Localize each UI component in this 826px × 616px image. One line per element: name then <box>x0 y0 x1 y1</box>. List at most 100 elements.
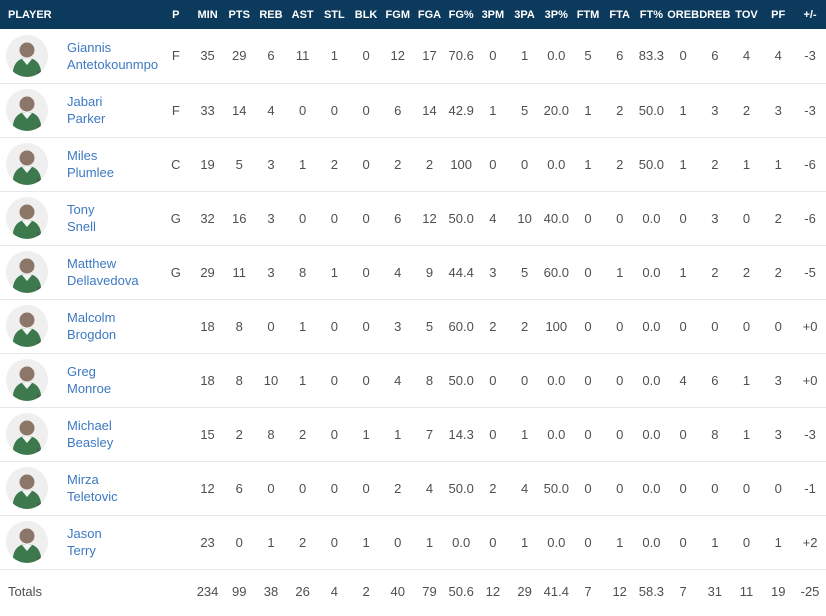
player-name-link[interactable]: Giannis Antetokounmpo <box>67 39 158 73</box>
player-name-link[interactable]: Tony Snell <box>67 201 96 235</box>
player-last-name: Parker <box>67 111 106 126</box>
stat-cell-fta: 2 <box>603 137 636 192</box>
player-headshot-icon[interactable] <box>6 197 48 239</box>
column-header-oreb: OREB <box>667 8 699 21</box>
totals-label: Totals <box>8 584 42 600</box>
stat-cell-ftm: 0 <box>572 515 604 570</box>
stat-cell-fga: 4 <box>413 461 446 516</box>
player-row: Jason Terry 23 0 1 2 0 1 0 1 0.0 0 1 0.0 0 1 0.0 0 1 0 1 +2 <box>0 515 826 570</box>
player-name-link[interactable]: Michael Beasley <box>67 417 113 451</box>
column-header-ftm: FTM <box>576 8 600 21</box>
stat-cell-3pa: 5 <box>508 245 541 300</box>
stat-cell-fga: 7 <box>413 407 446 462</box>
stat-cell-fgm: 4 <box>381 353 414 408</box>
player-name-link[interactable]: Mirza Teletovic <box>67 471 118 505</box>
stat-cell-ft: 50.0 <box>635 83 668 138</box>
column-header-reb: REB <box>259 8 283 21</box>
stat-cell-3pm: 0 <box>477 515 509 570</box>
stat-cell-pf: 3 <box>762 407 795 462</box>
stat-cell-reb: 6 <box>255 29 287 84</box>
column-header-fg: FG% <box>448 8 474 21</box>
player-headshot-icon[interactable] <box>6 143 48 185</box>
stat-cell-fgm: 2 <box>381 461 414 516</box>
player-headshot-icon[interactable] <box>6 305 48 347</box>
stat-cell-ft: 0.0 <box>635 191 668 246</box>
player-name-link[interactable]: Matthew Dellavedova <box>67 255 139 289</box>
stat-cell-3p: 60.0 <box>540 245 573 300</box>
stat-cell-3pa: 1 <box>508 515 541 570</box>
player-row: Mirza Teletovic 12 6 0 0 0 0 2 4 50.0 2 4 50.0 0 0 0.0 0 0… <box>0 461 826 516</box>
column-header-dreb: DREB <box>699 8 731 21</box>
player-row: Malcolm Brogdon 18 8 0 1 0 0 3 5 60.0 2 2 100 0 0 0.0 0 0 0… <box>0 299 826 354</box>
stat-cell-3p: 0.0 <box>540 137 573 192</box>
stat-cell-ast: 1 <box>286 137 319 192</box>
player-last-name: Dellavedova <box>67 273 139 288</box>
stat-cell-tov: 1 <box>730 407 763 462</box>
stat-cell-ast: 0 <box>286 461 319 516</box>
stat-cell-plus-minus: +2 <box>794 515 826 570</box>
stat-cell-3pa: 2 <box>508 299 541 354</box>
player-headshot-icon[interactable] <box>6 34 48 77</box>
stat-cell-fg: 42.9 <box>445 83 478 138</box>
stat-cell-3pa: 1 <box>508 407 541 462</box>
stat-cell-ftm: 1 <box>572 137 604 192</box>
totals-stat-cell-ast: 26 <box>295 584 310 600</box>
stat-cell-3pm: 1 <box>477 83 509 138</box>
column-header-player: PLAYER <box>8 8 52 21</box>
stat-cell-min: 15 <box>191 407 224 462</box>
player-headshot-icon[interactable] <box>6 251 48 293</box>
player-first-name: Miles <box>67 148 98 163</box>
player-headshot-icon[interactable] <box>6 521 48 563</box>
stat-cell-dreb: 0 <box>698 461 731 516</box>
stat-cell-reb: 8 <box>255 407 287 462</box>
column-header-plus-minus: +/- <box>803 8 817 21</box>
column-header-tov: TOV <box>735 8 758 21</box>
stat-cell-pts: 29 <box>223 29 256 84</box>
player-cell: Matthew Dellavedova <box>0 245 160 300</box>
column-header-min: MIN <box>197 8 218 21</box>
stat-cell-reb: 1 <box>255 515 287 570</box>
player-cell: Mirza Teletovic <box>0 461 160 516</box>
stat-cell-fga: 14 <box>413 83 446 138</box>
stat-cell-3p: 100 <box>540 299 573 354</box>
player-name-link[interactable]: Greg Monroe <box>67 363 111 397</box>
stat-cell-fgm: 4 <box>381 245 414 300</box>
totals-stat-cell-ft: 58.3 <box>638 584 665 600</box>
totals-stat-cell-3pa: 29 <box>517 584 532 600</box>
player-name-link[interactable]: Miles Plumlee <box>67 147 114 181</box>
position-cell <box>160 515 192 570</box>
stat-cell-reb: 10 <box>255 353 287 408</box>
player-name-link[interactable]: Jason Terry <box>67 525 102 559</box>
stat-cell-stl: 1 <box>318 29 351 84</box>
player-headshot-icon[interactable] <box>6 413 48 455</box>
stat-cell-blk: 0 <box>350 29 382 84</box>
player-last-name: Brogdon <box>67 327 117 342</box>
stat-cell-plus-minus: -6 <box>794 191 826 246</box>
stat-cell-3p: 0.0 <box>540 29 573 84</box>
player-headshot-icon[interactable] <box>6 467 48 509</box>
stats-table-header: PLAYER P MIN PTS REB AST STL BLK FGM FGA FG% 3PM 3PA… <box>0 0 826 29</box>
totals-stat-cell-fgm: 40 <box>390 584 405 600</box>
stat-cell-fga: 12 <box>413 191 446 246</box>
player-cell: Jabari Parker <box>0 83 160 138</box>
player-headshot-icon[interactable] <box>6 359 48 401</box>
stat-cell-ast: 8 <box>286 245 319 300</box>
stat-cell-3pm: 0 <box>477 29 509 84</box>
stat-cell-min: 29 <box>191 245 224 300</box>
player-name-link[interactable]: Jabari Parker <box>67 93 105 127</box>
player-cell: Greg Monroe <box>0 353 160 408</box>
player-name-link[interactable]: Malcolm Brogdon <box>67 309 116 343</box>
player-headshot-icon[interactable] <box>6 89 48 131</box>
stat-cell-dreb: 2 <box>698 245 731 300</box>
player-first-name: Michael <box>67 418 112 433</box>
stat-cell-dreb: 3 <box>698 83 731 138</box>
stat-cell-plus-minus: +0 <box>794 353 826 408</box>
stat-cell-plus-minus: -3 <box>794 407 826 462</box>
stat-cell-fgm: 0 <box>381 515 414 570</box>
stat-cell-fta: 1 <box>603 245 636 300</box>
player-cell: Giannis Antetokounmpo <box>0 29 160 84</box>
column-header-fta: FTA <box>609 8 630 21</box>
stat-cell-tov: 2 <box>730 83 763 138</box>
stat-cell-oreb: 0 <box>667 29 699 84</box>
